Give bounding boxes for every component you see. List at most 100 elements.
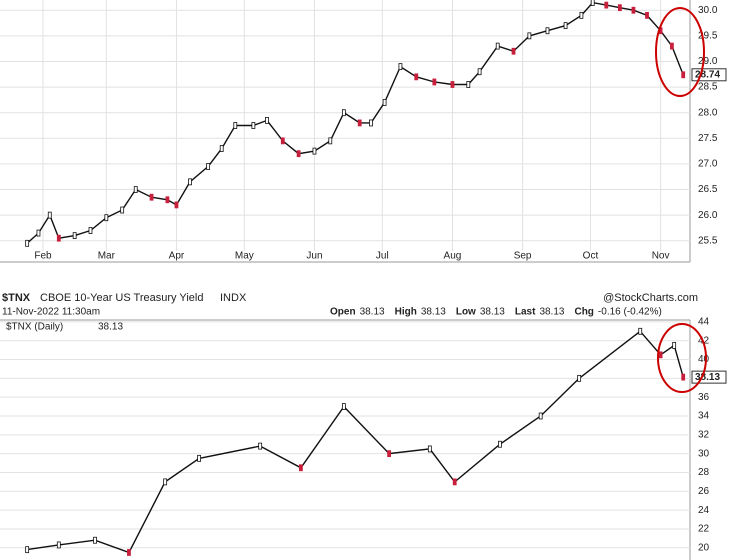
- candle: [219, 145, 224, 152]
- candle: [25, 546, 30, 554]
- x-tick-label: Oct: [583, 251, 599, 262]
- candle: [188, 178, 192, 186]
- candle: [47, 211, 52, 219]
- candle: [341, 109, 346, 117]
- candle: [163, 478, 168, 486]
- annotation-circle: [657, 323, 707, 393]
- legend-value: 38.13: [98, 322, 123, 333]
- candle: [25, 239, 30, 247]
- x-tick-label: Aug: [444, 251, 462, 262]
- candle: [174, 201, 179, 209]
- y-tick-label: 24: [698, 505, 710, 516]
- x-tick-label: Mar: [98, 251, 116, 262]
- last-value-label: 38.13: [695, 372, 720, 383]
- quote-label: High: [395, 307, 417, 318]
- candle: [369, 119, 373, 127]
- exchange: INDX: [220, 292, 247, 304]
- candle: [296, 150, 301, 158]
- candle: [466, 81, 471, 88]
- candle: [498, 440, 502, 448]
- candle: [72, 232, 77, 240]
- y-tick-label: 40: [698, 354, 710, 365]
- x-tick-label: May: [235, 251, 254, 262]
- candle: [398, 63, 403, 70]
- y-tick-label: 34: [698, 411, 710, 422]
- date: 11-Nov-2022 11:30am: [2, 307, 100, 318]
- y-tick-label: 28.0: [698, 107, 718, 118]
- quote-value: -0.16 (-0.42%): [598, 307, 662, 318]
- candle: [298, 464, 303, 472]
- candle: [312, 147, 317, 155]
- candle: [477, 68, 482, 76]
- candle: [341, 403, 346, 410]
- candle: [165, 196, 170, 204]
- candle: [120, 206, 125, 214]
- candle: [432, 78, 437, 86]
- x-tick-label: Feb: [34, 251, 52, 262]
- candle: [258, 442, 263, 450]
- y-tick-label: 29.5: [698, 30, 718, 41]
- candle: [88, 227, 93, 234]
- candle: [604, 1, 609, 9]
- quote: Open 38.13 High 38.13 Low 38.13 Last 38.13 Chg -0…: [330, 307, 662, 318]
- candle: [382, 99, 387, 106]
- candle: [590, 0, 595, 6]
- candle: [670, 42, 674, 50]
- quote-label: Chg: [574, 307, 593, 318]
- candle: [357, 119, 362, 127]
- candle: [197, 454, 201, 462]
- candle: [56, 234, 61, 242]
- candle: [127, 549, 131, 556]
- candle: [631, 6, 636, 14]
- candle: [36, 229, 41, 237]
- symbol: $TNX: [2, 292, 31, 304]
- chart-title: CBOE 10-Year US Treasury Yield: [40, 292, 203, 304]
- quote-value: 38.13: [360, 307, 385, 318]
- candle: [658, 351, 663, 359]
- y-tick-label: 20: [698, 542, 710, 553]
- y-tick-label: 27.0: [698, 159, 718, 170]
- candle: [638, 327, 643, 335]
- quote-label: Last: [515, 307, 536, 318]
- candle: [579, 11, 584, 19]
- y-tick-label: 44: [698, 317, 710, 328]
- x-tick-label: Apr: [169, 251, 185, 262]
- candle: [251, 122, 256, 129]
- x-tick-label: Sep: [514, 251, 532, 262]
- y-tick-label: 30.0: [698, 5, 718, 16]
- source: @StockCharts.com: [603, 292, 698, 304]
- y-tick-label: 25.5: [698, 235, 718, 246]
- candle: [328, 137, 333, 145]
- x-tick-label: Jun: [306, 251, 322, 262]
- quote-value: 38.13: [539, 307, 564, 318]
- quote-label: Low: [456, 307, 476, 318]
- candle: [672, 342, 677, 349]
- y-tick-label: 27.5: [698, 133, 718, 144]
- candle: [681, 71, 686, 79]
- x-tick-label: Jul: [376, 251, 389, 262]
- candle: [527, 32, 532, 40]
- candle: [545, 27, 550, 35]
- y-tick-label: 29.0: [698, 56, 718, 67]
- y-tick-label: 30: [698, 448, 710, 459]
- x-tick-label: Nov: [652, 251, 670, 262]
- candle: [617, 4, 622, 12]
- candle: [681, 373, 686, 381]
- y-tick-label: 36: [698, 392, 710, 403]
- legend-label: $TNX (Daily): [6, 322, 63, 333]
- candle: [414, 73, 419, 81]
- candle: [280, 137, 285, 145]
- candle: [645, 11, 649, 19]
- y-tick-label: 26.0: [698, 210, 718, 221]
- candle: [233, 122, 238, 129]
- candle: [563, 22, 568, 30]
- candle: [511, 47, 516, 55]
- candle: [133, 186, 138, 193]
- candle: [452, 478, 457, 486]
- quote-value: 38.13: [480, 307, 505, 318]
- y-tick-label: 22: [698, 524, 710, 535]
- y-tick-label: 28.5: [698, 82, 718, 93]
- candle: [450, 81, 455, 88]
